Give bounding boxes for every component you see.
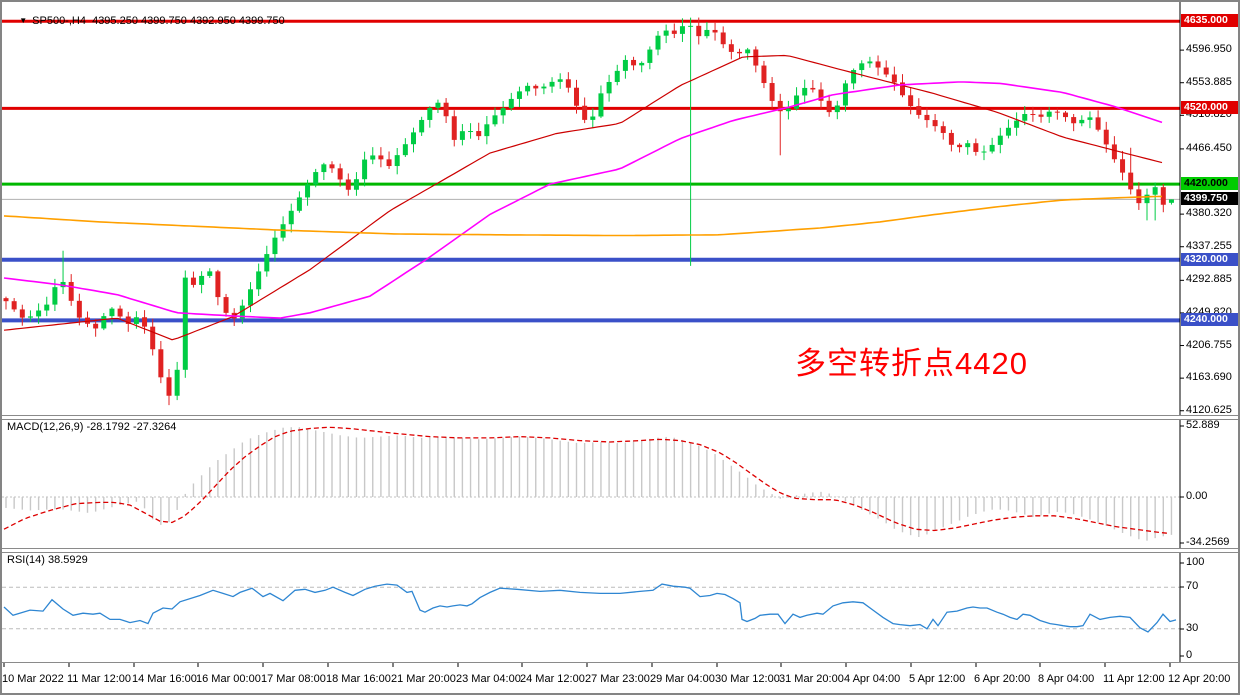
panel-splitter-rsi[interactable] [0, 548, 1240, 553]
horizontal-level-lines [2, 19, 1180, 323]
rsi-line [3, 583, 1177, 633]
panel-splitter-macd[interactable] [0, 415, 1240, 420]
axis-frame [3, 2, 1184, 667]
macd-indicator-label: MACD(12,26,9) -28.1792 -27.3264 [7, 421, 177, 433]
macd-signal-line [3, 426, 1169, 534]
ma-mid-magenta [3, 81, 1163, 319]
ma-slow-orange [3, 195, 1163, 237]
ma-fast-red [3, 54, 1163, 341]
ohlc-header-text: SP500-,H4 4395.250 4399.750 4392.950 439… [32, 15, 285, 27]
time-axis-separator [0, 662, 1240, 663]
macd-layer [2, 426, 1180, 541]
annotation-text: 多空转折点4420 [795, 346, 1028, 381]
candles-layer [3, 17, 1174, 406]
rsi-layer [2, 583, 1180, 633]
ohlc-header: ▼ SP500-,H4 4395.250 4399.750 4392.950 43… [7, 3, 285, 39]
collapse-arrow-icon[interactable]: ▼ [19, 16, 28, 25]
rsi-indicator-label: RSI(14) 38.5929 [7, 554, 88, 566]
